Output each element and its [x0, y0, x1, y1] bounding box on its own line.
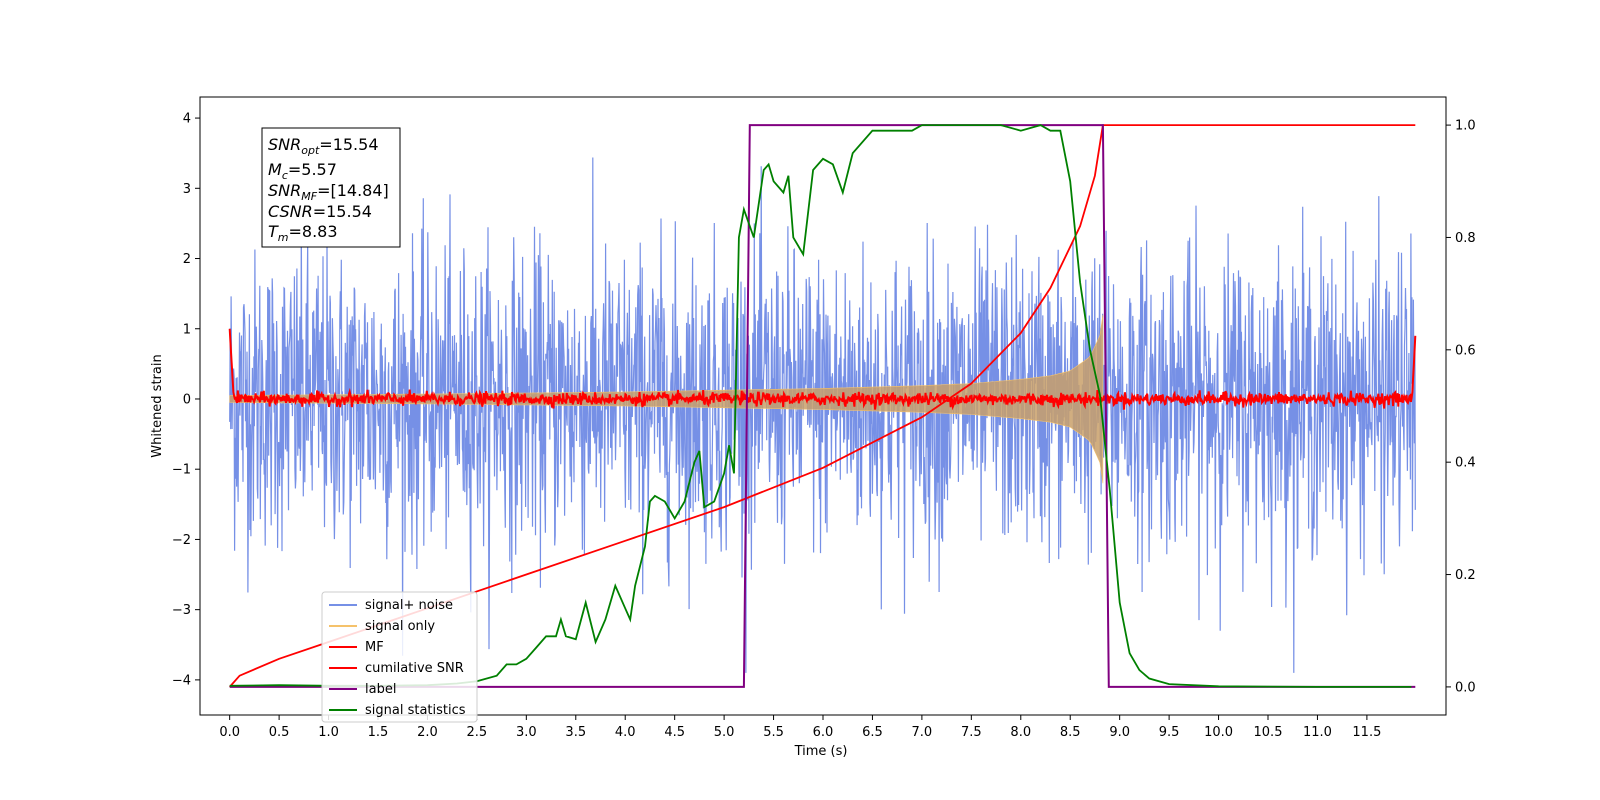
y2-tick-label: 0.4	[1455, 456, 1476, 471]
y-tick-label: −2	[172, 533, 191, 548]
x-tick-label: 0.5	[269, 725, 290, 740]
y2-tick-label: 1.0	[1455, 119, 1476, 134]
y-tick-label: 4	[183, 112, 191, 127]
legend-label-mf: MF	[365, 640, 384, 655]
x-tick-label: 10.5	[1254, 725, 1283, 740]
x-tick-label: 8.0	[1010, 725, 1031, 740]
x-tick-label: 1.5	[368, 725, 389, 740]
y-tick-label: −1	[172, 463, 191, 478]
series-cumulative-snr	[229, 124, 1416, 688]
tm-annotation: Tm=8.83	[268, 222, 338, 244]
x-tick-label: 9.0	[1109, 725, 1130, 740]
x-tick-label: 9.5	[1159, 725, 1180, 740]
snr-opt-annotation: SNRopt=15.54	[268, 135, 379, 157]
x-axis-label: Time (s)	[794, 744, 848, 759]
x-tick-label: 2.5	[467, 725, 488, 740]
x-tick-label: 8.5	[1060, 725, 1081, 740]
x-tick-label: 10.0	[1204, 725, 1233, 740]
series-signal-only	[229, 314, 1104, 484]
x-tick-label: 4.0	[615, 725, 636, 740]
x-tick-label: 5.5	[763, 725, 784, 740]
legend-label-signal-noise: signal+ noise	[365, 598, 453, 613]
y-axis-ticks: 4 3 2 1 0 −1 −2 −3 −4	[172, 112, 200, 688]
y-tick-label: 3	[183, 182, 191, 197]
metrics-annotation-box: SNRopt=15.54 Mc=5.57 SNRMF=[14.84] CSNR=…	[261, 127, 401, 248]
legend-label-label: label	[365, 682, 396, 697]
y2-axis-ticks: 1.0 0.8 0.6 0.4 0.2 0.0	[1446, 119, 1476, 695]
y-axis-label: Whitened strain	[150, 354, 165, 457]
x-tick-label: 0.0	[219, 725, 240, 740]
series-signal-statistics	[229, 124, 1412, 688]
y2-tick-label: 0.2	[1455, 568, 1476, 583]
x-tick-label: 3.0	[516, 725, 537, 740]
legend-label-signal-statistics: signal statistics	[365, 703, 466, 718]
legend: signal+ noise signal only MF cumilative …	[321, 591, 478, 723]
y-tick-label: 2	[183, 252, 191, 267]
x-tick-label: 7.5	[961, 725, 982, 740]
x-tick-label: 5.0	[714, 725, 735, 740]
y-tick-label: −4	[172, 673, 191, 688]
y-tick-label: 1	[183, 322, 191, 337]
x-tick-label: 11.5	[1352, 725, 1381, 740]
x-tick-label: 1.0	[318, 725, 339, 740]
x-tick-label: 6.5	[862, 725, 883, 740]
legend-label-cumulative-snr: cumilative SNR	[365, 661, 464, 676]
y-tick-label: 0	[183, 392, 191, 407]
x-tick-label: 3.5	[565, 725, 586, 740]
x-tick-label: 11.0	[1303, 725, 1332, 740]
snr-mf-annotation: SNRMF=[14.84]	[268, 181, 389, 203]
series-mf	[228, 328, 1417, 411]
csnr-annotation: CSNR=15.54	[268, 202, 372, 221]
x-tick-label: 6.0	[813, 725, 834, 740]
y2-tick-label: 0.8	[1455, 231, 1476, 246]
mc-annotation: Mc=5.57	[268, 160, 337, 182]
legend-label-signal-only: signal only	[365, 619, 435, 634]
x-axis-ticks: 0.0 0.5 1.0 1.5 2.0 2.5 3.0 3.5 4.0 4.5 5.0 5.5 6.0 6…	[219, 715, 1381, 740]
series-layer	[228, 124, 1417, 688]
x-tick-label: 7.0	[912, 725, 933, 740]
y2-tick-label: 0.6	[1455, 343, 1476, 358]
x-tick-label: 4.5	[664, 725, 685, 740]
y-tick-label: −3	[172, 603, 191, 618]
x-tick-label: 2.0	[417, 725, 438, 740]
y2-tick-label: 0.0	[1455, 680, 1476, 695]
